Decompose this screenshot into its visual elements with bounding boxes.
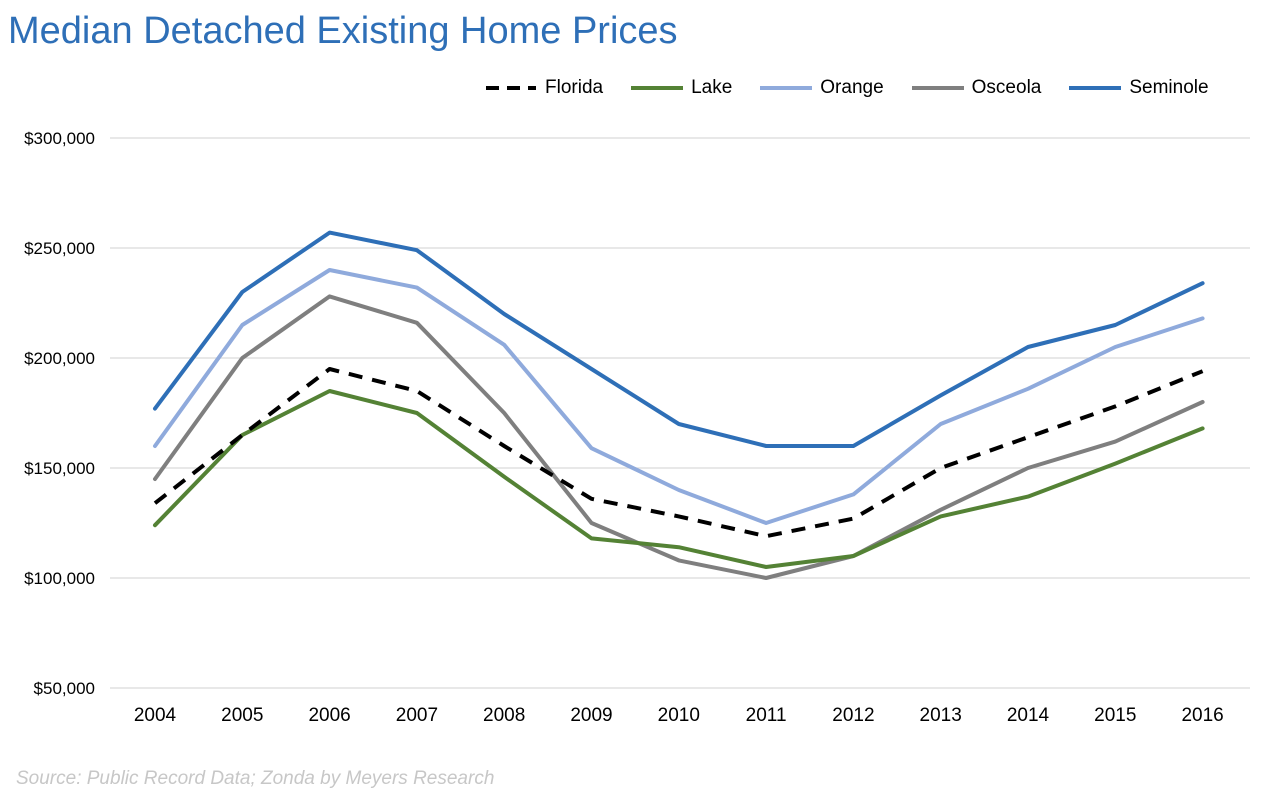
x-tick-label: 2016 — [1181, 705, 1223, 726]
series-line-orange — [153, 268, 1205, 525]
chart-title: Median Detached Existing Home Prices — [8, 10, 678, 52]
x-tick-label: 2013 — [920, 705, 962, 726]
legend-swatch-osceola — [911, 86, 964, 90]
legend-label-florida: Florida — [545, 77, 604, 98]
legend-item-orange: Orange — [760, 77, 884, 99]
x-tick-label: 2005 — [221, 705, 263, 726]
chart-legend: Florida Lake Orange Osceola Seminole — [485, 76, 1209, 100]
y-tick-label: $300,000 — [24, 129, 95, 148]
legend-swatch-lake — [631, 86, 684, 90]
legend-label-seminole: Seminole — [1129, 77, 1209, 98]
x-tick-label: 2012 — [832, 705, 874, 726]
series-line-lake — [153, 389, 1205, 569]
x-tick-label: 2011 — [746, 705, 787, 726]
y-tick-label: $150,000 — [24, 459, 95, 478]
x-tick-label: 2014 — [1007, 705, 1050, 726]
y-tick-label: $200,000 — [24, 349, 95, 368]
legend-item-seminole: Seminole — [1069, 77, 1209, 99]
legend-item-osceola: Osceola — [911, 77, 1042, 99]
series-line-florida — [153, 367, 1204, 539]
y-tick-label: $50,000 — [34, 679, 95, 698]
x-tick-label: 2004 — [134, 705, 177, 726]
legend-swatch-florida — [486, 86, 536, 90]
series-line-osceola — [153, 294, 1205, 580]
legend-item-lake: Lake — [631, 77, 732, 99]
legend-label-lake: Lake — [691, 77, 733, 98]
x-tick-label: 2006 — [308, 705, 350, 726]
x-tick-label: 2009 — [570, 705, 612, 726]
series-line-seminole — [153, 230, 1205, 448]
legend-swatch-orange — [760, 86, 813, 90]
y-tick-label: $100,000 — [24, 569, 95, 588]
y-tick-label: $250,000 — [24, 239, 95, 258]
source-note: Source: Public Record Data; Zonda by Mey… — [16, 768, 495, 789]
legend-item-florida: Florida — [485, 77, 603, 99]
x-tick-label: 2010 — [658, 705, 700, 726]
legend-swatch-seminole — [1069, 86, 1122, 90]
legend-label-orange: Orange — [820, 77, 884, 98]
x-tick-label: 2008 — [483, 705, 525, 726]
x-tick-label: 2015 — [1094, 705, 1136, 726]
x-tick-label: 2007 — [396, 705, 438, 726]
legend-label-osceola: Osceola — [971, 77, 1042, 98]
